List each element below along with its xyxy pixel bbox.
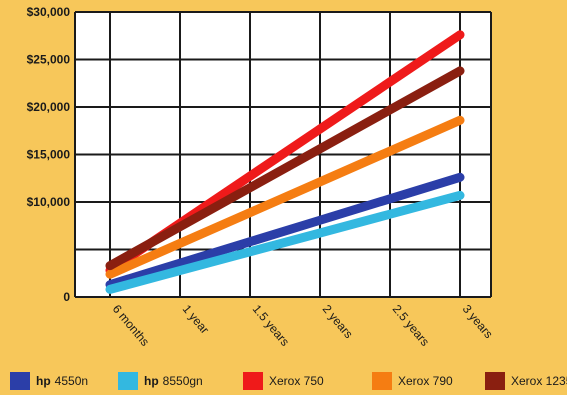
legend-model: 4550n — [54, 374, 89, 388]
series-line-hp-8550gn — [105, 190, 465, 294]
legend-swatch — [118, 372, 138, 390]
x-axis-ticks: 6 months 1 year 1.5 years 2 years 2.5 years 3… — [110, 302, 496, 349]
legend-model: Xerox 1235 — [511, 374, 567, 388]
y-axis-ticks: 0 $10,000 $15,000 $20,000 $25,000 $30,000 — [27, 5, 71, 304]
legend-label: Xerox 1235 — [511, 374, 567, 388]
legend-item: hp 8550gn — [118, 370, 203, 392]
line-chart: 0 $10,000 $15,000 $20,000 $25,000 $30,000 6 m… — [27, 5, 496, 349]
x-tick-label: 3 years — [460, 302, 496, 341]
legend-label: hp 4550n — [36, 374, 88, 388]
y-tick-label: $10,000 — [27, 195, 71, 209]
series-line-xerox-1235 — [105, 66, 465, 271]
y-tick-label: $20,000 — [27, 100, 71, 114]
x-tick-label: 6 months — [110, 302, 152, 349]
legend-item: Xerox 1235 — [485, 370, 567, 392]
series-line-xerox-790 — [105, 115, 465, 279]
legend-swatch — [485, 372, 505, 390]
legend: hp 4550n hp 8550gn Xerox 750 Xerox 790 Xerox 1… — [10, 370, 567, 392]
x-tick-label: 2 years — [320, 302, 356, 341]
series-lines — [105, 30, 465, 294]
legend-model: 8550gn — [162, 374, 203, 388]
x-tick-label: 2.5 years — [390, 302, 432, 349]
legend-swatch — [372, 372, 392, 390]
legend-model: Xerox 750 — [269, 374, 324, 388]
x-tick-label: 1 year — [180, 302, 212, 337]
legend-brand: hp — [144, 374, 159, 388]
legend-label: Xerox 750 — [269, 374, 324, 388]
legend-item: hp 4550n — [10, 370, 88, 392]
legend-label: hp 8550gn — [144, 374, 203, 388]
x-tick-label: 1.5 years — [250, 302, 292, 349]
legend-item: Xerox 790 — [372, 370, 453, 392]
y-tick-label: 0 — [63, 290, 70, 304]
y-tick-label: $15,000 — [27, 148, 71, 162]
legend-swatch — [10, 372, 30, 390]
legend-model: Xerox 790 — [398, 374, 453, 388]
legend-swatch — [243, 372, 263, 390]
legend-brand: hp — [36, 374, 51, 388]
legend-item: Xerox 750 — [243, 370, 324, 392]
y-tick-label: $30,000 — [27, 5, 71, 19]
legend-label: Xerox 790 — [398, 374, 453, 388]
series-line-hp-4550n — [105, 172, 465, 290]
y-tick-label: $25,000 — [27, 53, 71, 67]
